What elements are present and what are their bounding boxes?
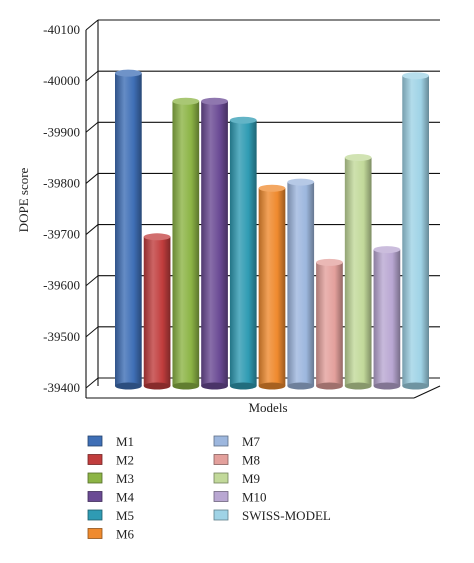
gridline-side [85,121,99,133]
legend-label: M8 [242,453,260,468]
bar-m8 [316,258,343,390]
legend-label: M2 [116,453,134,468]
bar-m9 [344,154,372,390]
floor-right-edge [413,385,441,399]
legend-label: M6 [116,527,135,542]
legend-swatch [87,472,103,484]
gridline-side [85,70,99,82]
legend-item-m6: M6 [87,527,135,542]
legend-item-swiss-model: SWISS-MODEL [213,508,331,523]
legend-swatch [213,435,229,447]
legend-swatch [213,472,229,484]
gridline-side [85,173,99,184]
legend-label: M1 [116,434,134,449]
y-tick-label: -39400 [43,380,80,395]
legend-swatch [87,491,103,502]
legend-item-m7: M7 [213,434,261,449]
bar-m10 [373,246,401,390]
y-tick-label: -40000 [43,73,80,88]
legend-item-m10: M10 [213,490,267,505]
bars [115,69,429,390]
bar-m5 [229,116,257,390]
legend: M1 M2 M3 M4 M5 M6 M7 M8 M9 M10 SWISS-MODEL [87,434,331,542]
legend-item-m9: M9 [213,471,260,486]
legend-swatch [213,509,229,521]
gridline-side [85,19,99,31]
legend-label: M7 [242,434,261,449]
x-axis-label: Models [249,400,288,415]
y-tick-label: -39800 [43,175,80,190]
y-tick-label: -39600 [43,278,80,293]
legend-item-m4: M4 [87,490,135,505]
bar-m2 [143,233,171,390]
bar-m6 [258,184,286,390]
y-tick-labels: -40100 -40000 -39900 -39800 -39700 -39600 -395… [43,22,80,395]
bar-swiss-model [402,72,429,390]
y-tick-label: -40100 [43,22,80,37]
y-tick-label: -39900 [43,124,80,139]
legend-item-m2: M2 [87,453,134,468]
legend-swatch [87,435,103,447]
legend-item-m3: M3 [87,471,134,486]
legend-item-m1: M1 [87,434,134,449]
legend-label: M3 [116,471,134,486]
gridline-side [85,275,99,287]
axes [85,20,441,399]
gridline-side [85,326,99,338]
legend-swatch [213,491,229,502]
y-axis-label: DOPE score [16,167,31,232]
bar-m1 [115,69,142,390]
y-tick-label: -39700 [43,227,80,242]
legend-label: M9 [242,471,260,486]
legend-swatch [87,509,103,521]
legend-swatch [87,528,103,539]
legend-label: M5 [116,508,134,523]
legend-label: M4 [116,490,135,505]
legend-label: M10 [242,490,267,505]
bar-m4 [201,97,228,390]
legend-item-m5: M5 [87,508,134,523]
y-tick-label: -39500 [43,329,80,344]
gridline-side [85,377,99,389]
legend-label: SWISS-MODEL [242,508,331,523]
legend-swatch [87,454,103,465]
legend-item-m8: M8 [213,453,260,468]
bar-m3 [172,97,200,390]
gridline-side [85,224,99,235]
bar-m7 [287,178,315,390]
legend-swatch [213,454,229,465]
